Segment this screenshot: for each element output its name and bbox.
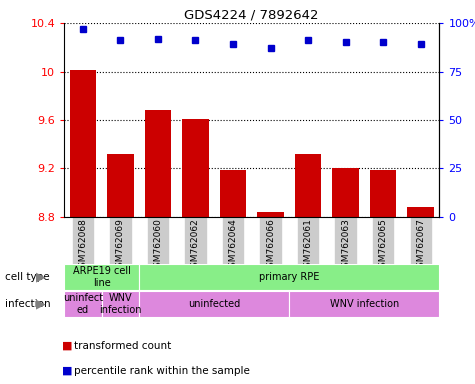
Text: ARPE19 cell
line: ARPE19 cell line — [73, 266, 131, 288]
Bar — [139, 291, 289, 317]
Bar — [295, 154, 321, 217]
Bar — [64, 291, 102, 317]
Text: ■: ■ — [62, 366, 72, 376]
Bar — [289, 291, 439, 317]
Bar — [408, 207, 434, 217]
Text: ▶: ▶ — [36, 270, 45, 283]
Text: WNV
infection: WNV infection — [99, 293, 142, 314]
Bar — [370, 170, 396, 217]
Text: ▶: ▶ — [36, 297, 45, 310]
Bar — [145, 110, 171, 217]
Bar — [257, 212, 284, 217]
Text: WNV infection: WNV infection — [330, 299, 399, 309]
Bar — [102, 291, 139, 317]
Bar — [64, 264, 139, 290]
Bar — [70, 70, 96, 217]
Text: primary RPE: primary RPE — [259, 272, 320, 282]
Bar — [220, 170, 246, 217]
Text: transformed count: transformed count — [74, 341, 171, 351]
Text: uninfected: uninfected — [188, 299, 240, 309]
Text: cell type: cell type — [5, 272, 49, 282]
Title: GDS4224 / 7892642: GDS4224 / 7892642 — [184, 9, 319, 22]
Bar — [139, 264, 439, 290]
Text: uninfect
ed: uninfect ed — [63, 293, 103, 314]
Bar — [332, 169, 359, 217]
Text: percentile rank within the sample: percentile rank within the sample — [74, 366, 249, 376]
Bar — [107, 154, 133, 217]
Text: ■: ■ — [62, 341, 72, 351]
Bar — [182, 119, 209, 217]
Text: infection: infection — [5, 299, 50, 309]
